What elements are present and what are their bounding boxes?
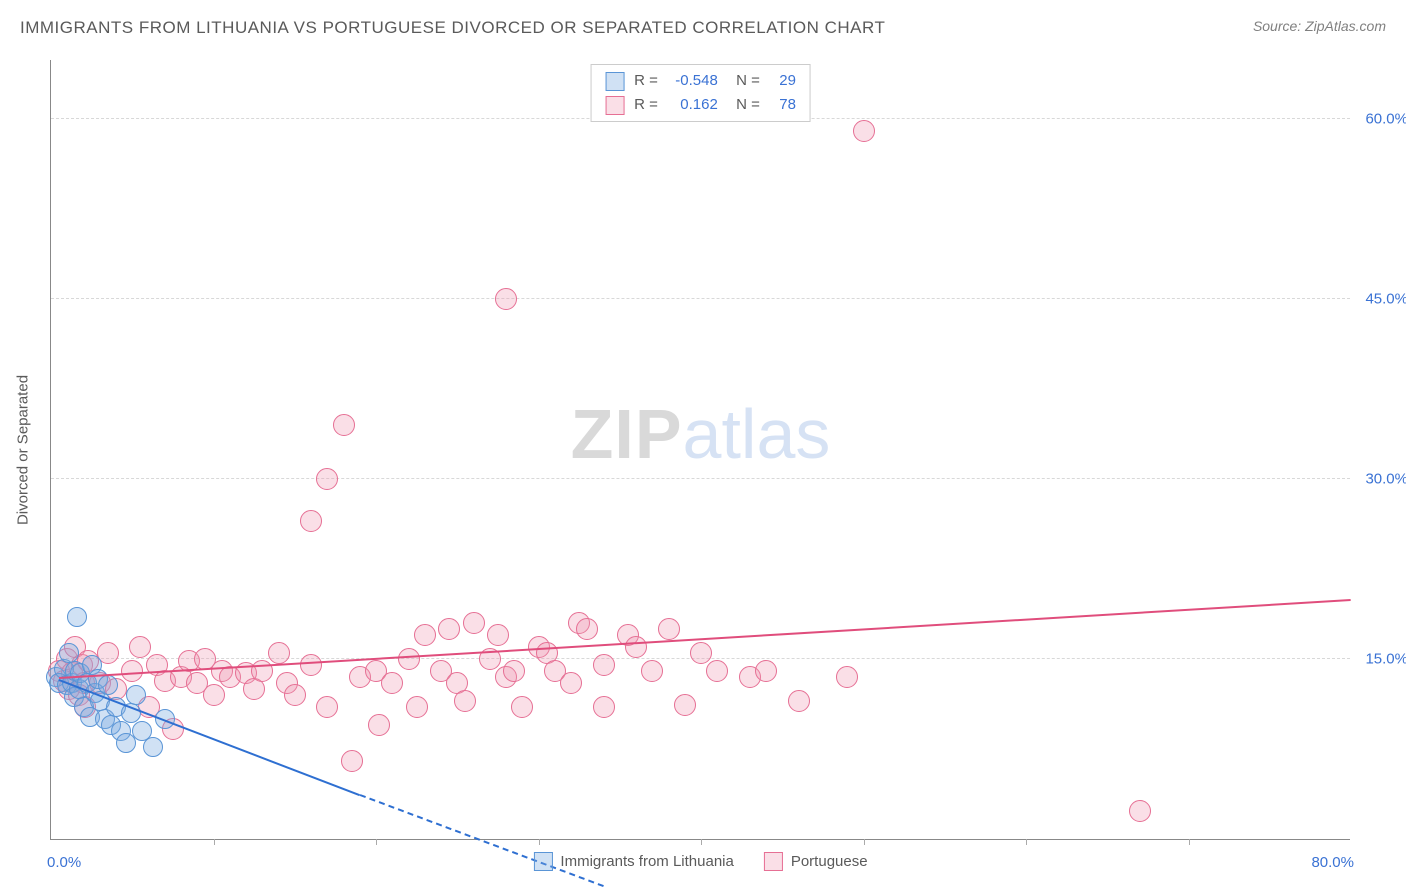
swatch-portuguese-icon: [764, 852, 783, 871]
series-legend: Immigrants from Lithuania Portuguese: [533, 852, 867, 871]
portuguese-point: [203, 684, 225, 706]
portuguese-point: [625, 636, 647, 658]
regression-line-dashed: [359, 794, 603, 887]
portuguese-point: [414, 624, 436, 646]
lithuania-point: [98, 675, 118, 695]
portuguese-point: [316, 468, 338, 490]
plot-area: ZIPatlas 15.0%30.0%45.0%60.0% Divorced o…: [50, 60, 1350, 840]
lithuania-point: [67, 607, 87, 627]
portuguese-point: [463, 612, 485, 634]
swatch-lithuania: [605, 72, 624, 91]
x-tick: [1026, 839, 1027, 845]
portuguese-point: [284, 684, 306, 706]
portuguese-point: [593, 654, 615, 676]
watermark: ZIPatlas: [571, 394, 831, 474]
portuguese-point: [836, 666, 858, 688]
portuguese-point: [511, 696, 533, 718]
x-tick: [214, 839, 215, 845]
swatch-portuguese: [605, 96, 624, 115]
x-tick: [539, 839, 540, 845]
y-tick-label: 30.0%: [1365, 471, 1406, 488]
y-tick-label: 15.0%: [1365, 651, 1406, 668]
portuguese-point: [706, 660, 728, 682]
portuguese-point: [576, 618, 598, 640]
grid-line: 30.0%: [51, 478, 1350, 479]
portuguese-point: [503, 660, 525, 682]
portuguese-point: [641, 660, 663, 682]
portuguese-point: [674, 694, 696, 716]
grid-line: 45.0%: [51, 298, 1350, 299]
portuguese-point: [1129, 800, 1151, 822]
lithuania-point: [126, 685, 146, 705]
legend-label-lithuania: Immigrants from Lithuania: [560, 853, 733, 870]
legend-label-portuguese: Portuguese: [791, 853, 868, 870]
portuguese-point: [398, 648, 420, 670]
portuguese-point: [300, 654, 322, 676]
portuguese-point: [368, 714, 390, 736]
portuguese-point: [487, 624, 509, 646]
correlation-legend: R = -0.548 N = 29 R = 0.162 N = 78: [590, 64, 811, 122]
portuguese-point: [121, 660, 143, 682]
chart-title: IMMIGRANTS FROM LITHUANIA VS PORTUGUESE …: [20, 18, 885, 38]
portuguese-point: [333, 414, 355, 436]
y-tick-label: 45.0%: [1365, 291, 1406, 308]
portuguese-point: [341, 750, 363, 772]
x-tick: [864, 839, 865, 845]
portuguese-point: [690, 642, 712, 664]
portuguese-point: [853, 120, 875, 142]
portuguese-point: [316, 696, 338, 718]
x-min-label: 0.0%: [47, 854, 81, 871]
portuguese-point: [495, 288, 517, 310]
portuguese-point: [755, 660, 777, 682]
portuguese-point: [129, 636, 151, 658]
lithuania-point: [143, 737, 163, 757]
portuguese-point: [560, 672, 582, 694]
portuguese-point: [268, 642, 290, 664]
x-tick: [701, 839, 702, 845]
portuguese-point: [788, 690, 810, 712]
portuguese-point: [406, 696, 428, 718]
y-tick-label: 60.0%: [1365, 111, 1406, 128]
portuguese-point: [593, 696, 615, 718]
x-tick: [1189, 839, 1190, 845]
portuguese-point: [454, 690, 476, 712]
swatch-lithuania-icon: [533, 852, 552, 871]
portuguese-point: [438, 618, 460, 640]
portuguese-point: [381, 672, 403, 694]
lithuania-point: [59, 643, 79, 663]
y-axis-title: Divorced or Separated: [15, 374, 32, 524]
x-max-label: 80.0%: [1311, 854, 1354, 871]
x-tick: [376, 839, 377, 845]
portuguese-point: [658, 618, 680, 640]
source-attribution: Source: ZipAtlas.com: [1253, 18, 1386, 34]
portuguese-point: [300, 510, 322, 532]
